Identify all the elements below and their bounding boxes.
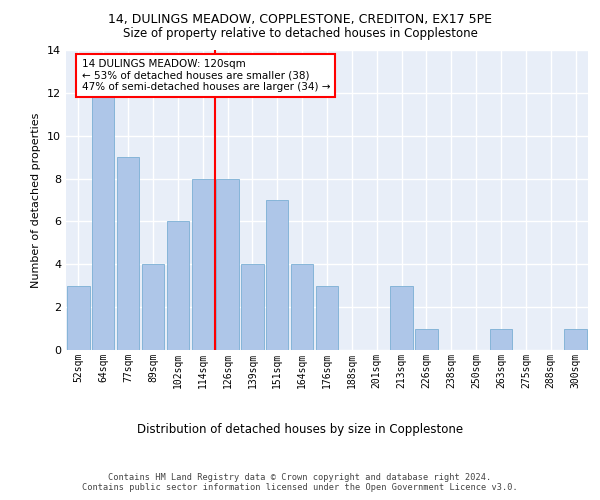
Y-axis label: Number of detached properties: Number of detached properties: [31, 112, 41, 288]
Bar: [217, 178, 239, 350]
Bar: [117, 157, 139, 350]
Bar: [565, 328, 587, 350]
Bar: [266, 200, 289, 350]
Text: 14 DULINGS MEADOW: 120sqm
← 53% of detached houses are smaller (38)
47% of semi-: 14 DULINGS MEADOW: 120sqm ← 53% of detac…: [82, 59, 330, 92]
Bar: [415, 328, 437, 350]
Text: Size of property relative to detached houses in Copplestone: Size of property relative to detached ho…: [122, 28, 478, 40]
Bar: [191, 178, 214, 350]
Bar: [241, 264, 263, 350]
Bar: [92, 93, 115, 350]
Bar: [291, 264, 313, 350]
Text: Contains HM Land Registry data © Crown copyright and database right 2024.
Contai: Contains HM Land Registry data © Crown c…: [82, 473, 518, 492]
Bar: [67, 286, 89, 350]
Text: 14, DULINGS MEADOW, COPPLESTONE, CREDITON, EX17 5PE: 14, DULINGS MEADOW, COPPLESTONE, CREDITO…: [108, 12, 492, 26]
Bar: [490, 328, 512, 350]
Bar: [316, 286, 338, 350]
Bar: [142, 264, 164, 350]
Text: Distribution of detached houses by size in Copplestone: Distribution of detached houses by size …: [137, 422, 463, 436]
Bar: [391, 286, 413, 350]
Bar: [167, 222, 189, 350]
